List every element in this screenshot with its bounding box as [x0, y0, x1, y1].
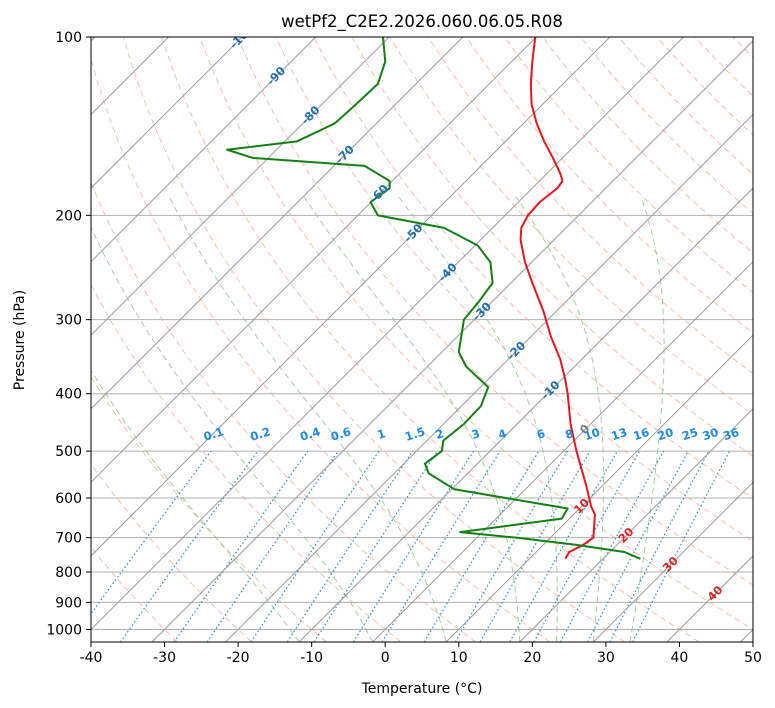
mixing-ratio-label: 30 [701, 425, 721, 443]
y-axis-label: Pressure (hPa) [12, 290, 28, 390]
temperature-line [519, 37, 596, 560]
mixing-ratio-line [479, 450, 591, 642]
isotherm-line [372, 260, 753, 642]
mixing-ratio-label: 4 [496, 426, 508, 442]
mixing-ratio-label: 16 [631, 425, 651, 443]
mixing-ratio-line [119, 450, 259, 642]
mixing-ratio-label: 20 [656, 425, 676, 443]
dry-adiabat-line [91, 56, 551, 642]
dry-adiabat-line [199, 37, 753, 631]
y-tick-label: 800 [55, 565, 82, 581]
mixing-ratio-lines [91, 450, 731, 642]
isotherm-line [91, 37, 317, 263]
x-tick-label: 20 [523, 650, 541, 666]
profile-series [226, 37, 641, 560]
y-tick-label: 900 [55, 595, 82, 611]
x-tick-label: -20 [227, 650, 250, 666]
dry-adiabat-line [91, 283, 402, 642]
x-tick-label: -30 [153, 650, 176, 666]
y-tick-label: 100 [55, 30, 82, 46]
x-tick-label: 50 [744, 650, 762, 666]
dry-adiabat-line [389, 37, 753, 416]
dry-adiabat-line [313, 37, 753, 499]
mixing-ratio-line [91, 450, 212, 615]
mixing-ratio-label: 25 [680, 425, 700, 443]
mixing-ratio-label: 0.2 [248, 424, 272, 444]
dewpoint-line [226, 37, 641, 560]
mixing-ratio-line [352, 450, 475, 642]
moist-adiabat-line [91, 226, 374, 642]
y-tick-label: 700 [55, 531, 82, 547]
isotherm-line [91, 37, 611, 557]
dry-adiabat-line [161, 37, 700, 642]
isotherm-line [298, 187, 753, 642]
mixing-ratio-line [313, 450, 438, 642]
mixing-ratio-line [509, 450, 618, 642]
mixing-ratio-label: 0.1 [202, 424, 226, 444]
y-tick-label: 500 [55, 444, 82, 460]
chart-title: wetPf2_C2E2.2026.060.06.05.R08 [281, 12, 563, 32]
plot-background [91, 37, 753, 642]
mixing-ratio-line [423, 450, 540, 642]
dry-adiabat-line [237, 37, 753, 586]
mixing-ratio-line [559, 450, 665, 642]
isotherm-line [151, 40, 753, 642]
y-tick-label: 1000 [46, 622, 82, 638]
mixing-ratio-label: 10 [582, 425, 602, 443]
moist-adiabats [91, 196, 665, 642]
moist-adiabat-line [168, 196, 447, 642]
mixing-ratio-line [454, 450, 568, 642]
isotherm-line [91, 37, 390, 336]
mixing-ratio-label: 6 [535, 426, 547, 442]
x-tick-label: -10 [300, 650, 323, 666]
isotherms [91, 37, 753, 642]
x-tick-label: 30 [597, 650, 615, 666]
mixing-ratio-label: 8 [563, 426, 575, 442]
dry-adiabat-line [618, 37, 753, 175]
dry-adiabat-line [275, 37, 753, 542]
y-tick-label: 200 [55, 208, 82, 224]
dry-adiabat-line [580, 37, 753, 214]
mixing-ratio-label: 1 [375, 426, 387, 442]
mixing-ratio-label: 13 [609, 425, 629, 443]
y-tick-label: 600 [55, 491, 82, 507]
axes: -40 -30 -20 -10 0 10 20 30 40 5010020030040050060… [46, 30, 762, 666]
x-axis-label: Temperature (°C) [361, 681, 483, 697]
moist-adiabat-line [629, 196, 665, 642]
isotherm-line [91, 37, 684, 631]
x-tick-label: -40 [80, 650, 103, 666]
isotherm-line [91, 37, 537, 484]
dry-adiabat-line [91, 463, 253, 642]
isotherm-line [91, 37, 243, 189]
isotherm-line [91, 37, 464, 410]
mixing-ratio-label: 0.4 [298, 424, 322, 444]
x-tick-label: 0 [381, 650, 390, 666]
mixing-ratio-label: 36 [721, 425, 741, 443]
isotherm-line [519, 408, 753, 642]
mixing-ratio-line [173, 450, 309, 642]
x-tick-label: 10 [450, 650, 468, 666]
mixing-ratio-label: 3 [470, 426, 482, 442]
mixing-ratio-label: 2 [434, 426, 446, 442]
mixing-ratio-line [381, 450, 501, 642]
mixing-ratio-label: 0.6 [329, 424, 353, 444]
moist-adiabat-line [91, 369, 300, 642]
y-tick-label: 400 [55, 387, 82, 403]
mixing-ratio-label: 1.5 [403, 424, 427, 444]
moist-adiabat-line [303, 196, 521, 642]
mixing-ratio-line [206, 450, 339, 642]
x-tick-label: 40 [671, 650, 689, 666]
isotherm-line [225, 113, 753, 642]
dry-adiabat-line [122, 37, 625, 642]
isotherm-line [592, 481, 753, 642]
plot-frame [90, 36, 754, 643]
y-tick-label: 300 [55, 313, 82, 329]
